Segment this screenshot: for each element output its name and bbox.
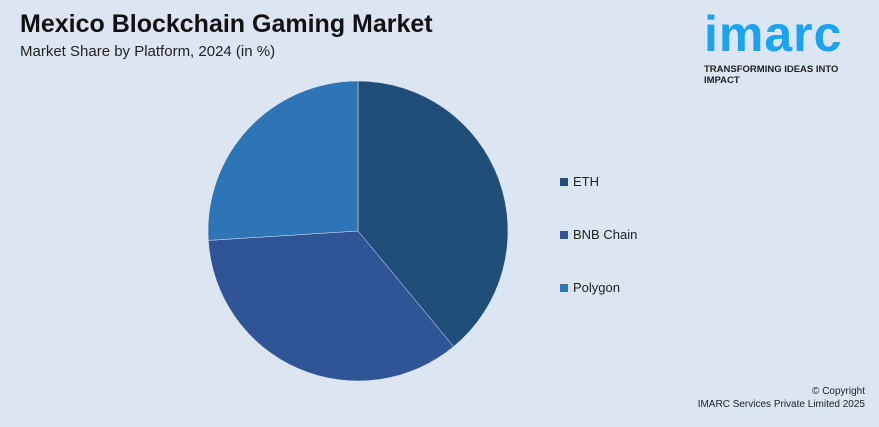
- legend-label: ETH: [573, 174, 599, 189]
- chart-subtitle: Market Share by Platform, 2024 (in %): [20, 43, 276, 60]
- legend-item-polygon: Polygon: [560, 280, 620, 295]
- legend-label: Polygon: [573, 280, 620, 295]
- legend-swatch: [560, 283, 568, 292]
- legend-swatch: [560, 177, 568, 186]
- logo-wordmark: imarc: [704, 6, 843, 62]
- copyright-line2: IMARC Services Private Limited 2025: [697, 399, 865, 410]
- copyright-line1: © Copyright: [812, 386, 865, 397]
- chart-title: Mexico Blockchain Gaming Market: [20, 10, 433, 38]
- imarc-logo: imarc TRANSFORMING IDEAS INTO IMPACT: [704, 6, 874, 86]
- legend-swatch: [560, 230, 568, 239]
- legend-label: BNB Chain: [573, 227, 638, 242]
- logo-tagline: TRANSFORMING IDEAS INTO IMPACT: [704, 64, 839, 86]
- legend-item-eth: ETH: [560, 174, 599, 189]
- pie-slice-bnb-chain: [208, 230, 454, 382]
- pie-slice-eth: [357, 80, 509, 347]
- copyright: © Copyright IMARC Services Private Limit…: [698, 385, 865, 411]
- legend-item-bnb-chain: BNB Chain: [560, 227, 637, 242]
- pie-slice-polygon: [207, 80, 359, 241]
